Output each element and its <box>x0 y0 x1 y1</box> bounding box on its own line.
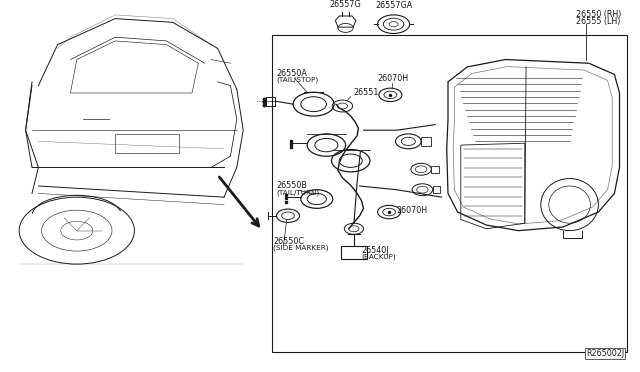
Text: 26550C: 26550C <box>273 237 304 246</box>
Text: (SIDE MARKER): (SIDE MARKER) <box>273 244 329 251</box>
Text: (BACKUP): (BACKUP) <box>362 254 396 260</box>
Text: (TAIL/TURN): (TAIL/TURN) <box>276 189 320 196</box>
Text: 26070H: 26070H <box>397 206 428 215</box>
Text: 26557G: 26557G <box>330 0 362 9</box>
Text: R265002J: R265002J <box>586 349 624 358</box>
Text: (TAIL/STOP): (TAIL/STOP) <box>276 77 319 83</box>
Text: 26070H: 26070H <box>378 74 409 83</box>
Text: 26540J: 26540J <box>362 246 389 255</box>
Text: 26557GA: 26557GA <box>375 1 412 10</box>
Text: 26555 (LH): 26555 (LH) <box>576 17 620 26</box>
FancyBboxPatch shape <box>272 35 627 352</box>
Text: 26550B: 26550B <box>276 182 307 190</box>
Text: 26550 (RH): 26550 (RH) <box>576 10 621 19</box>
Text: 26551: 26551 <box>353 88 379 97</box>
Text: 26550A: 26550A <box>276 69 307 78</box>
